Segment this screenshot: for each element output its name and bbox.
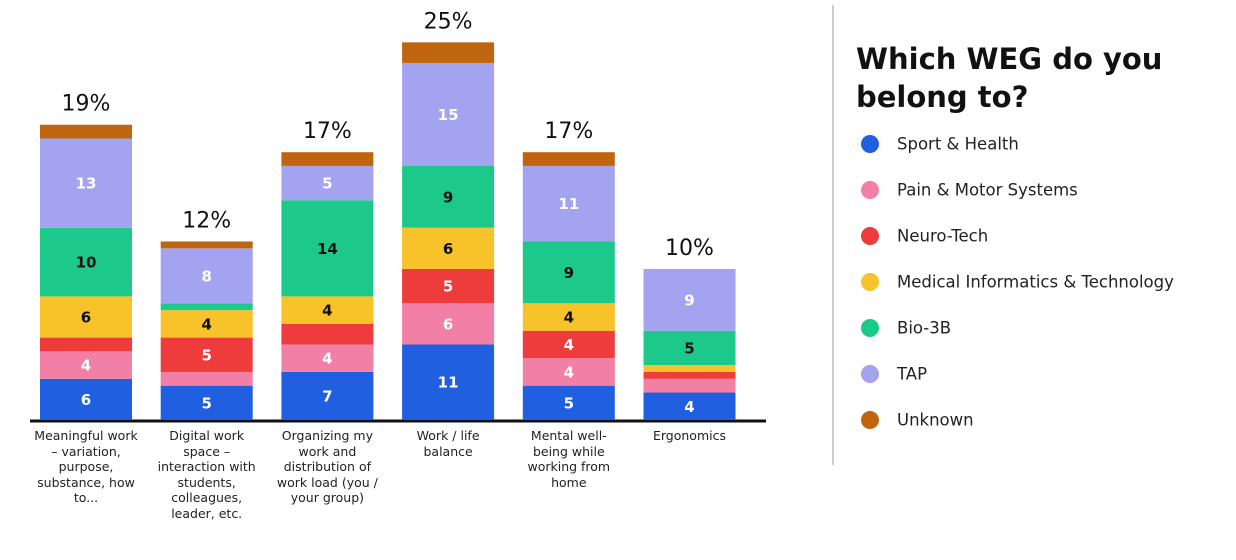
bar-segment — [160, 248, 253, 304]
bar-segment — [40, 124, 132, 139]
bar-segment — [402, 165, 495, 228]
bar-segment — [643, 330, 736, 366]
bar-segment — [402, 303, 495, 345]
bar-segment — [402, 42, 495, 63]
bar-segment — [522, 385, 615, 420]
data-label: 9 — [564, 264, 574, 282]
legend-marker — [861, 181, 879, 199]
data-label: 8 — [201, 267, 211, 285]
data-label: 9 — [443, 188, 453, 206]
bar-segment — [160, 337, 253, 372]
bar-segment — [402, 344, 495, 420]
data-label: 13 — [76, 175, 97, 193]
bar-segment — [643, 365, 736, 372]
data-label: 6 — [443, 240, 453, 258]
legend-marker — [861, 319, 879, 337]
total-label: 17% — [303, 119, 352, 144]
bar-segment — [281, 152, 374, 166]
bar-segment — [160, 371, 253, 386]
data-label: 9 — [684, 291, 694, 309]
data-label: 4 — [684, 398, 694, 416]
data-label: 4 — [564, 336, 574, 354]
data-label: 14 — [317, 240, 338, 258]
total-label: 10% — [665, 236, 714, 261]
bar-segment — [160, 303, 253, 311]
bar-segment — [40, 138, 132, 228]
x-tick-label: Organizing my work and distribution of w… — [276, 428, 378, 505]
bar-segment — [281, 165, 374, 201]
data-label: 10 — [76, 254, 97, 272]
bar-segment — [281, 371, 374, 420]
data-label: 4 — [564, 309, 574, 327]
bar-segment — [522, 241, 615, 304]
bar-segment — [402, 62, 495, 166]
bar-segment — [643, 371, 736, 379]
data-label: 4 — [81, 357, 91, 375]
bar-segment — [402, 268, 495, 304]
total-label: 12% — [182, 208, 231, 233]
legend-marker — [861, 273, 879, 291]
total-label: 17% — [544, 119, 593, 144]
bar-segment — [522, 165, 615, 242]
x-tick-label: Meaningful work – variation, purpose, su… — [34, 428, 138, 505]
legend-label: Pain & Motor Systems — [897, 181, 1078, 200]
total-label: 25% — [424, 9, 473, 34]
data-label: 6 — [81, 309, 91, 327]
data-label: 11 — [558, 195, 579, 213]
legend-marker — [861, 227, 879, 245]
legend-label: Medical Informatics & Technology — [897, 273, 1174, 292]
legend-marker — [861, 411, 879, 429]
data-label: 5 — [322, 175, 332, 193]
legend-marker — [861, 365, 879, 383]
legend-label: Unknown — [897, 411, 974, 430]
data-label: 4 — [564, 363, 574, 381]
data-label: 6 — [443, 315, 453, 333]
legend-label: TAP — [896, 365, 927, 384]
bar-segment — [522, 358, 615, 386]
legend-label: Bio-3B — [897, 319, 951, 338]
legend-label: Sport & Health — [897, 135, 1019, 154]
data-label: 5 — [201, 346, 211, 364]
legend-title: Which WEG do you belong to? — [856, 42, 1163, 114]
data-label: 11 — [438, 374, 459, 392]
data-label: 4 — [201, 315, 211, 333]
bar-segment — [281, 296, 374, 324]
data-label: 5 — [564, 394, 574, 412]
data-label: 5 — [684, 339, 694, 357]
bar-segment — [402, 227, 495, 269]
data-label: 6 — [81, 391, 91, 409]
bar-segment — [40, 351, 132, 379]
bar-segment — [40, 378, 132, 420]
x-tick-label: Work / life balance — [416, 428, 480, 459]
data-label: 4 — [322, 350, 332, 368]
data-label: 7 — [322, 387, 332, 405]
legend-label: Neuro-Tech — [897, 227, 988, 246]
data-label: 4 — [322, 302, 332, 320]
bar-segment — [522, 303, 615, 331]
bar-segment — [643, 392, 736, 420]
bar-segment — [522, 152, 615, 166]
bar-segment — [160, 385, 253, 420]
data-label: 5 — [201, 394, 211, 412]
x-tick-label: Digital work space – interaction with st… — [157, 428, 256, 521]
bar-segment — [40, 337, 132, 352]
bar-segment — [40, 227, 132, 297]
legend-marker — [861, 135, 879, 153]
total-label: 19% — [62, 92, 111, 117]
bar-segment — [281, 323, 374, 345]
bar-segment — [643, 378, 736, 393]
x-tick-label: Mental well-being while working from hom… — [527, 428, 611, 490]
bar-segment — [281, 200, 374, 297]
bar-segment — [522, 330, 615, 359]
data-label: 5 — [443, 278, 453, 296]
bar-segment — [160, 310, 253, 338]
bar-segment — [40, 296, 132, 338]
bar-segment — [643, 268, 736, 331]
bar-segment — [160, 241, 253, 249]
bar-segment — [281, 344, 374, 372]
x-tick-label: Ergonomics — [652, 428, 726, 443]
data-label: 15 — [438, 106, 459, 124]
